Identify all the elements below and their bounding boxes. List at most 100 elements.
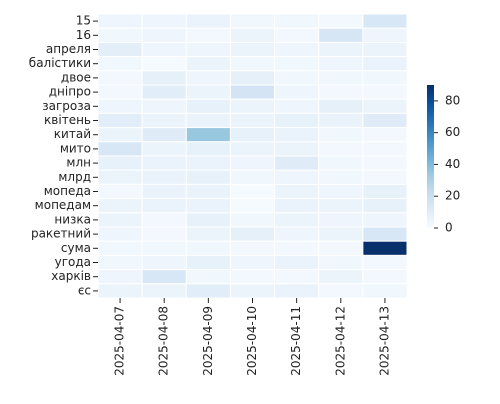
heatmap-cell [97, 27, 143, 43]
heatmap-cell [318, 56, 364, 72]
heatmap-cell [362, 98, 408, 114]
heatmap-cell [229, 212, 276, 228]
heatmap-cell [229, 183, 276, 200]
heatmap-cell [141, 112, 187, 129]
heatmap-cell [229, 254, 276, 271]
heatmap-cell [318, 84, 364, 100]
heatmap-cell [97, 283, 143, 299]
heatmap-cell [318, 283, 364, 299]
heatmap-cell [362, 41, 408, 58]
heatmap-cell [97, 127, 143, 143]
heatmap-cell [318, 198, 364, 214]
heatmap-cell [318, 183, 364, 200]
heatmap-cell [97, 98, 143, 114]
heatmap-cell [185, 226, 231, 242]
colorbar-tick-label: 40 [445, 157, 460, 171]
y-tick-label: млн [66, 156, 91, 170]
heatmap-cell [97, 56, 143, 72]
heatmap-cell [141, 98, 187, 114]
y-tick-label: ракетний [31, 227, 91, 241]
heatmap-cell [97, 254, 143, 271]
heatmap-cell [141, 141, 187, 157]
heatmap-cell [141, 254, 187, 271]
y-tick-label: 15 [76, 14, 91, 28]
heatmap-cell [97, 13, 143, 29]
heatmap-cell [229, 226, 276, 242]
heatmap-cell [229, 70, 276, 86]
y-tick-label: квітень [44, 113, 91, 127]
heatmap-cell [274, 13, 320, 29]
heatmap-cell [274, 183, 320, 200]
heatmap-cell [274, 212, 320, 228]
x-tick-label: 2025-04-07 [113, 306, 127, 376]
heatmap-cell [97, 198, 143, 214]
heatmap-cell [229, 283, 276, 299]
heatmap-cell [97, 112, 143, 129]
heatmap-cell [141, 56, 187, 72]
y-tick-label: дніпро [49, 85, 91, 99]
x-tick-label: 2025-04-13 [377, 306, 391, 376]
heatmap-cell [185, 56, 231, 72]
heatmap-cell [274, 70, 320, 86]
heatmap-cell [229, 240, 276, 256]
heatmap-cell [97, 169, 143, 185]
y-tick-label: 16 [76, 28, 91, 42]
heatmap-cell [185, 155, 231, 171]
heatmap-cell [362, 127, 408, 143]
heatmap-cell [318, 254, 364, 271]
colorbar-tick-label: 60 [445, 125, 460, 139]
heatmap-cell [185, 283, 231, 299]
y-tick-label: мопедам [35, 198, 91, 212]
heatmap-cell [229, 155, 276, 171]
y-tick-label: двое [61, 70, 91, 84]
heatmap-cell [274, 84, 320, 100]
heatmap-cell [229, 41, 276, 58]
heatmap-cell [362, 13, 408, 29]
heatmap-cell [141, 226, 187, 242]
heatmap-cell [318, 127, 364, 143]
heatmap-cell [318, 141, 364, 157]
heatmap-cell [318, 98, 364, 114]
heatmap-cell [274, 198, 320, 214]
heatmap-cell [362, 226, 408, 242]
heatmap-cell [362, 183, 408, 200]
heatmap-cell [229, 13, 276, 29]
y-tick-label: єс [78, 283, 91, 297]
heatmap-cell [185, 269, 231, 285]
y-tick-label: загроза [42, 99, 91, 113]
heatmap-cell [362, 112, 408, 129]
heatmap-cell [362, 84, 408, 100]
heatmap-cell [185, 112, 231, 129]
heatmap-cell [318, 70, 364, 86]
x-tick-label: 2025-04-12 [333, 306, 347, 376]
heatmap-cell [141, 41, 187, 58]
y-tick-label: китай [54, 127, 91, 141]
heatmap-cell [362, 212, 408, 228]
heatmap-cell [274, 169, 320, 185]
heatmap-cell [318, 240, 364, 256]
heatmap-cell [229, 141, 276, 157]
heatmap-cell [97, 155, 143, 171]
heatmap-cell [185, 84, 231, 100]
heatmap-cell [141, 155, 187, 171]
x-tick-label: 2025-04-09 [201, 306, 215, 376]
colorbar-tick-label: 80 [445, 93, 460, 107]
heatmap-cell [185, 183, 231, 200]
y-tick-label: апреля [46, 42, 91, 56]
heatmap-cell [318, 212, 364, 228]
heatmap-cell [362, 254, 408, 271]
heatmap-cell [229, 198, 276, 214]
colorbar-tick-label: 20 [445, 189, 460, 203]
heatmap-cell [318, 41, 364, 58]
heatmap-cell [185, 212, 231, 228]
heatmap-cell [274, 112, 320, 129]
y-tick-label: низка [54, 212, 91, 226]
heatmap-cell [318, 226, 364, 242]
heatmap-cell [185, 141, 231, 157]
y-tick-label: угода [55, 255, 91, 269]
heatmap-cell [362, 269, 408, 285]
heatmap-cell [274, 41, 320, 58]
heatmap-cell [318, 169, 364, 185]
heatmap-cell [185, 127, 231, 143]
heatmap-cell [141, 183, 187, 200]
